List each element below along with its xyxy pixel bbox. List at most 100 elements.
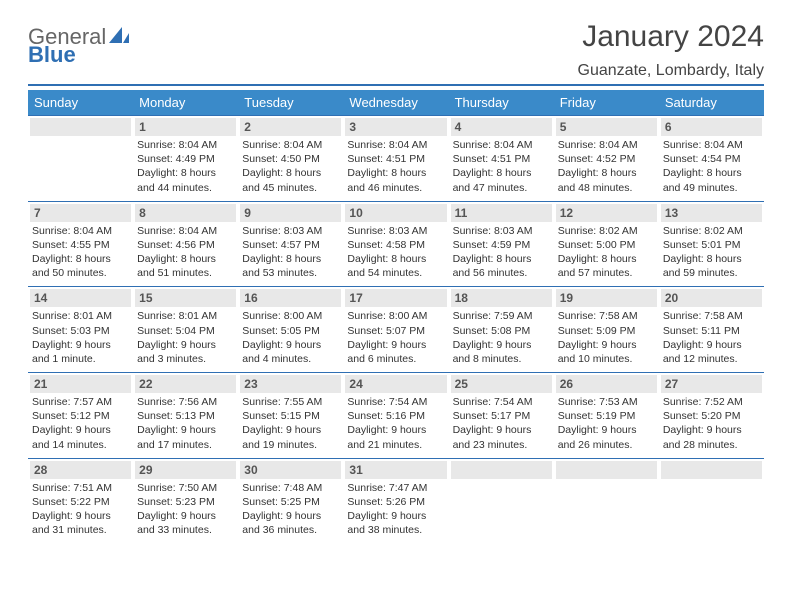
day-details: Sunrise: 7:52 AMSunset: 5:20 PMDaylight:…	[661, 393, 762, 452]
calendar-day-cell: 17Sunrise: 8:00 AMSunset: 5:07 PMDayligh…	[343, 287, 448, 373]
calendar-day-cell: 8Sunrise: 8:04 AMSunset: 4:56 PMDaylight…	[133, 201, 238, 287]
day-number: 12	[556, 204, 657, 222]
day-number: 21	[30, 375, 131, 393]
calendar-day-cell: 28Sunrise: 7:51 AMSunset: 5:22 PMDayligh…	[28, 458, 133, 543]
calendar-day-cell: 9Sunrise: 8:03 AMSunset: 4:57 PMDaylight…	[238, 201, 343, 287]
day-number: 27	[661, 375, 762, 393]
calendar-day-cell: 23Sunrise: 7:55 AMSunset: 5:15 PMDayligh…	[238, 373, 343, 459]
calendar-day-cell: 14Sunrise: 8:01 AMSunset: 5:03 PMDayligh…	[28, 287, 133, 373]
day-details: Sunrise: 7:59 AMSunset: 5:08 PMDaylight:…	[451, 307, 552, 366]
location-line: Guanzate, Lombardy, Italy	[28, 62, 764, 86]
day-number: 15	[135, 289, 236, 307]
day-number: 9	[240, 204, 341, 222]
day-details: Sunrise: 8:04 AMSunset: 4:51 PMDaylight:…	[451, 136, 552, 195]
calendar-header-row: SundayMondayTuesdayWednesdayThursdayFrid…	[28, 90, 764, 116]
calendar-page: General January 2024 Blue Guanzate, Lomb…	[0, 0, 792, 543]
calendar-day-cell	[28, 116, 133, 202]
calendar-day-cell: 7Sunrise: 8:04 AMSunset: 4:55 PMDaylight…	[28, 201, 133, 287]
calendar-week-row: 21Sunrise: 7:57 AMSunset: 5:12 PMDayligh…	[28, 373, 764, 459]
day-number: 24	[345, 375, 446, 393]
day-number: 7	[30, 204, 131, 222]
day-number	[556, 461, 657, 479]
header: General January 2024	[28, 20, 764, 56]
day-number: 10	[345, 204, 446, 222]
day-details: Sunrise: 8:03 AMSunset: 4:58 PMDaylight:…	[345, 222, 446, 281]
day-number: 25	[451, 375, 552, 393]
brand-sail-icon	[109, 27, 129, 50]
day-details: Sunrise: 8:03 AMSunset: 4:59 PMDaylight:…	[451, 222, 552, 281]
weekday-header: Friday	[554, 90, 659, 116]
day-number: 1	[135, 118, 236, 136]
calendar-day-cell: 15Sunrise: 8:01 AMSunset: 5:04 PMDayligh…	[133, 287, 238, 373]
calendar-week-row: 7Sunrise: 8:04 AMSunset: 4:55 PMDaylight…	[28, 201, 764, 287]
day-number: 13	[661, 204, 762, 222]
calendar-day-cell: 4Sunrise: 8:04 AMSunset: 4:51 PMDaylight…	[449, 116, 554, 202]
weekday-header: Tuesday	[238, 90, 343, 116]
calendar-day-cell: 30Sunrise: 7:48 AMSunset: 5:25 PMDayligh…	[238, 458, 343, 543]
day-details: Sunrise: 8:04 AMSunset: 4:49 PMDaylight:…	[135, 136, 236, 195]
day-details: Sunrise: 7:54 AMSunset: 5:16 PMDaylight:…	[345, 393, 446, 452]
day-details: Sunrise: 8:01 AMSunset: 5:03 PMDaylight:…	[30, 307, 131, 366]
calendar-day-cell: 12Sunrise: 8:02 AMSunset: 5:00 PMDayligh…	[554, 201, 659, 287]
day-details: Sunrise: 8:04 AMSunset: 4:56 PMDaylight:…	[135, 222, 236, 281]
day-details: Sunrise: 7:56 AMSunset: 5:13 PMDaylight:…	[135, 393, 236, 452]
brand-part2-wrap: Blue	[28, 44, 76, 67]
weekday-header: Sunday	[28, 90, 133, 116]
calendar-table: SundayMondayTuesdayWednesdayThursdayFrid…	[28, 90, 764, 543]
day-details: Sunrise: 8:00 AMSunset: 5:07 PMDaylight:…	[345, 307, 446, 366]
day-details: Sunrise: 7:51 AMSunset: 5:22 PMDaylight:…	[30, 479, 131, 538]
calendar-day-cell	[449, 458, 554, 543]
day-number: 28	[30, 461, 131, 479]
day-number	[451, 461, 552, 479]
day-details: Sunrise: 8:02 AMSunset: 5:00 PMDaylight:…	[556, 222, 657, 281]
day-details: Sunrise: 7:57 AMSunset: 5:12 PMDaylight:…	[30, 393, 131, 452]
calendar-day-cell: 13Sunrise: 8:02 AMSunset: 5:01 PMDayligh…	[659, 201, 764, 287]
day-details: Sunrise: 7:55 AMSunset: 5:15 PMDaylight:…	[240, 393, 341, 452]
calendar-day-cell	[554, 458, 659, 543]
day-number: 17	[345, 289, 446, 307]
day-details: Sunrise: 7:58 AMSunset: 5:11 PMDaylight:…	[661, 307, 762, 366]
day-details: Sunrise: 8:04 AMSunset: 4:51 PMDaylight:…	[345, 136, 446, 195]
calendar-day-cell: 29Sunrise: 7:50 AMSunset: 5:23 PMDayligh…	[133, 458, 238, 543]
day-number: 6	[661, 118, 762, 136]
day-number: 20	[661, 289, 762, 307]
day-number: 29	[135, 461, 236, 479]
brand-part2: Blue	[28, 42, 76, 67]
month-title: January 2024	[582, 20, 764, 54]
day-number: 30	[240, 461, 341, 479]
calendar-day-cell: 21Sunrise: 7:57 AMSunset: 5:12 PMDayligh…	[28, 373, 133, 459]
day-details: Sunrise: 8:04 AMSunset: 4:52 PMDaylight:…	[556, 136, 657, 195]
calendar-day-cell: 18Sunrise: 7:59 AMSunset: 5:08 PMDayligh…	[449, 287, 554, 373]
day-details: Sunrise: 7:48 AMSunset: 5:25 PMDaylight:…	[240, 479, 341, 538]
day-number: 5	[556, 118, 657, 136]
day-details: Sunrise: 8:04 AMSunset: 4:50 PMDaylight:…	[240, 136, 341, 195]
day-number: 2	[240, 118, 341, 136]
calendar-day-cell: 22Sunrise: 7:56 AMSunset: 5:13 PMDayligh…	[133, 373, 238, 459]
calendar-week-row: 1Sunrise: 8:04 AMSunset: 4:49 PMDaylight…	[28, 116, 764, 202]
calendar-day-cell: 11Sunrise: 8:03 AMSunset: 4:59 PMDayligh…	[449, 201, 554, 287]
day-number: 22	[135, 375, 236, 393]
day-number: 18	[451, 289, 552, 307]
calendar-day-cell: 1Sunrise: 8:04 AMSunset: 4:49 PMDaylight…	[133, 116, 238, 202]
day-details: Sunrise: 8:04 AMSunset: 4:54 PMDaylight:…	[661, 136, 762, 195]
calendar-day-cell: 5Sunrise: 8:04 AMSunset: 4:52 PMDaylight…	[554, 116, 659, 202]
weekday-header: Thursday	[449, 90, 554, 116]
day-number: 14	[30, 289, 131, 307]
calendar-day-cell: 19Sunrise: 7:58 AMSunset: 5:09 PMDayligh…	[554, 287, 659, 373]
day-details: Sunrise: 8:01 AMSunset: 5:04 PMDaylight:…	[135, 307, 236, 366]
day-details: Sunrise: 8:03 AMSunset: 4:57 PMDaylight:…	[240, 222, 341, 281]
day-number: 11	[451, 204, 552, 222]
calendar-day-cell: 16Sunrise: 8:00 AMSunset: 5:05 PMDayligh…	[238, 287, 343, 373]
day-number: 19	[556, 289, 657, 307]
calendar-body: 1Sunrise: 8:04 AMSunset: 4:49 PMDaylight…	[28, 116, 764, 544]
day-number: 31	[345, 461, 446, 479]
day-number: 4	[451, 118, 552, 136]
day-details: Sunrise: 7:47 AMSunset: 5:26 PMDaylight:…	[345, 479, 446, 538]
calendar-day-cell: 3Sunrise: 8:04 AMSunset: 4:51 PMDaylight…	[343, 116, 448, 202]
calendar-day-cell: 31Sunrise: 7:47 AMSunset: 5:26 PMDayligh…	[343, 458, 448, 543]
calendar-week-row: 28Sunrise: 7:51 AMSunset: 5:22 PMDayligh…	[28, 458, 764, 543]
title-block: January 2024	[582, 20, 764, 56]
calendar-week-row: 14Sunrise: 8:01 AMSunset: 5:03 PMDayligh…	[28, 287, 764, 373]
day-details: Sunrise: 8:00 AMSunset: 5:05 PMDaylight:…	[240, 307, 341, 366]
day-details: Sunrise: 7:58 AMSunset: 5:09 PMDaylight:…	[556, 307, 657, 366]
